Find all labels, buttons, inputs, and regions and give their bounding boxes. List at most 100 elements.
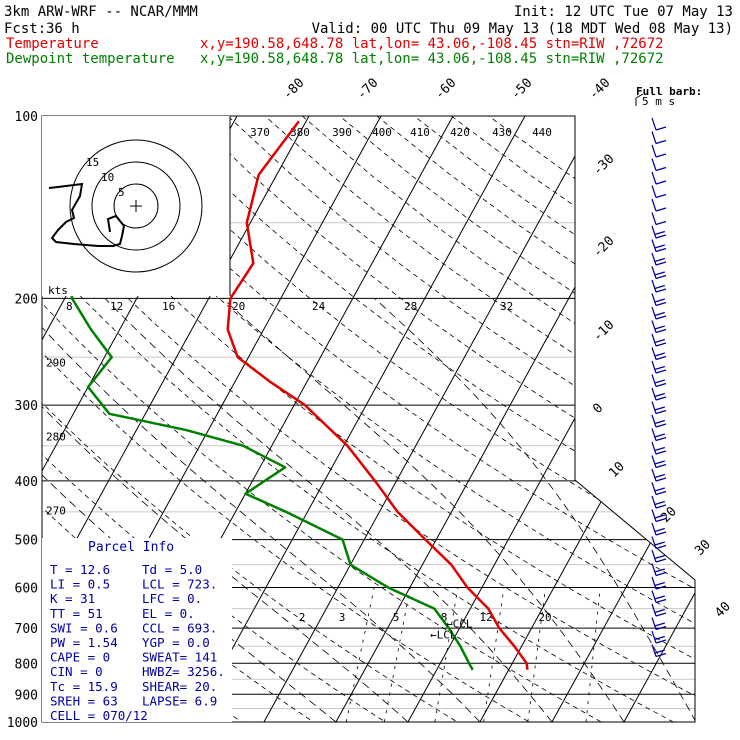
theta-label-440: 440 <box>532 126 552 139</box>
parcel-info-panel: Parcel Info T = 12.6 Td = 5.0 LI = 0.5 LCL … <box>42 538 232 723</box>
wind-barb-19 <box>651 374 667 388</box>
wind-barb-0 <box>651 117 667 131</box>
mixing-ratio-label-12: 12 <box>479 611 492 624</box>
pressure-label-200: 200 <box>15 292 38 307</box>
theta-label-400: 400 <box>372 126 392 139</box>
wind-barb-30 <box>651 522 667 536</box>
dry-adiabat-280 <box>42 116 479 722</box>
theta-label-390: 390 <box>332 126 352 139</box>
wind-barb-26 <box>651 468 667 482</box>
wind-barb-21 <box>651 401 667 415</box>
wind-barb-2 <box>651 144 667 158</box>
mixing-ratio-label-3: 3 <box>339 611 346 624</box>
theta-labels: 370 380 390 400 410 420 430 440 290 280 270 <box>46 126 552 518</box>
mixing-ratio-line-20 <box>585 587 601 722</box>
isotherm-label--70: -70 <box>354 76 381 103</box>
parcel-info-title: Parcel Info <box>88 540 174 555</box>
wind-barb-3 <box>651 158 667 172</box>
mixing-ratio-label-20: 20 <box>538 611 551 624</box>
hodograph-tick-32: 32 <box>500 300 513 313</box>
wind-barb-20 <box>651 387 667 401</box>
parcel-row-8-right: SHEAR= 20. <box>142 679 217 694</box>
wind-barb-29 <box>651 509 667 523</box>
wind-barb-6 <box>651 198 667 212</box>
theta-label-270: 270 <box>46 505 66 518</box>
mixing-ratio-labels: 2 3 5 8 12 20 <box>299 611 552 624</box>
parcel-row-9-right: LAPSE= 6.9 <box>142 693 217 708</box>
pressure-label-300: 300 <box>15 399 38 414</box>
model-title: 3km ARW-WRF -- NCAR/MMM <box>4 4 198 20</box>
hodograph-ring-label-10: 10 <box>101 171 114 184</box>
moist-adiabat-40 <box>374 298 695 722</box>
wind-barb-27 <box>651 482 667 496</box>
theta-label-370: 370 <box>250 126 270 139</box>
parcel-row-3-right: EL = 0. <box>142 606 195 621</box>
theta-label-280: 280 <box>46 431 66 444</box>
parcel-row-7-left: CIN = 0 <box>50 664 103 679</box>
hodograph-ring-label-15: 15 <box>86 156 99 169</box>
moist-adiabat-0 <box>42 298 409 722</box>
temperature-profile <box>226 120 529 670</box>
theta-label-430: 430 <box>492 126 512 139</box>
barb-legend-unit: 5 m s <box>642 95 675 108</box>
dry-adiabat-380 <box>190 116 695 722</box>
isotherm--20 <box>263 116 598 722</box>
wind-barb-39 <box>651 644 667 658</box>
wind-barb-38 <box>651 630 667 644</box>
wind-barb-14 <box>651 306 667 320</box>
isotherm-0 <box>407 116 695 722</box>
wind-barb-22 <box>651 414 667 428</box>
isotherm-10 <box>479 116 695 722</box>
wind-barb-18 <box>651 360 667 374</box>
pressure-label-900: 900 <box>15 688 38 703</box>
pressure-label-600: 600 <box>15 582 38 597</box>
isotherm-label--10: -10 <box>590 318 617 345</box>
wind-barbs: Full barb: 5 m s <box>635 85 702 658</box>
wind-barb-24 <box>651 441 667 455</box>
hodograph-tick-24: 24 <box>312 300 326 313</box>
hodograph-ring-15 <box>69 139 203 273</box>
isotherm-20 <box>551 116 695 722</box>
parcel-row-7-right: HWBZ= 3256. <box>142 664 225 679</box>
wind-barb-11 <box>651 266 667 280</box>
hodograph: 5 10 15 kts 8 12 16 20 24 28 32 <box>42 116 513 313</box>
parcel-row-6-right: SWEAT= 141 <box>142 650 217 665</box>
wind-barb-37 <box>651 617 667 631</box>
pressure-label-500: 500 <box>15 534 38 549</box>
dry-adiabat-410 <box>302 116 695 722</box>
lcl-marker: ←LCL <box>430 629 457 642</box>
legend-temperature: Temperature <box>6 36 99 52</box>
hodograph-ring-label-5: 5 <box>118 186 125 199</box>
legend-dewpoint-info: x,y=190.58,648.78 lat,lon= 43.06,-108.45… <box>200 51 664 67</box>
theta-label-290: 290 <box>46 356 66 369</box>
isotherm-label-0: 0 <box>590 401 606 417</box>
theta-label-380: 380 <box>290 126 310 139</box>
hodograph-ring-5 <box>113 183 159 229</box>
parcel-row-1-right: LCL = 723. <box>142 577 217 592</box>
wind-barb-5 <box>651 185 667 199</box>
wind-barb-9 <box>651 239 667 253</box>
isotherm-label-30: 30 <box>692 537 714 559</box>
hodograph-tick-16: 16 <box>162 300 175 313</box>
mixing-ratio-line-5 <box>434 587 459 722</box>
dry-adiabat-290 <box>42 116 552 722</box>
wind-barb-25 <box>651 455 667 469</box>
mixing-ratio-label-8: 8 <box>441 611 448 624</box>
pressure-label-800: 800 <box>15 657 38 672</box>
isotherm--30 <box>191 116 526 722</box>
parcel-row-9-left: SREH = 63 <box>50 693 118 708</box>
dry-adiabat-460 <box>488 116 695 722</box>
wind-barb-4 <box>651 171 667 185</box>
ccl-marker: ←CCL <box>446 617 473 630</box>
wind-barb-32 <box>651 549 667 563</box>
parcel-row-10-left: CELL = 070/12 <box>50 708 148 723</box>
wind-barb-8 <box>651 225 667 239</box>
theta-label-410: 410 <box>410 126 430 139</box>
hodograph-tick-8: 8 <box>66 300 73 313</box>
pressure-axis: 100 200 300 400 500 600 700 800 900 1000 <box>7 110 38 731</box>
pressure-label-700: 700 <box>15 622 38 637</box>
wind-barb-13 <box>651 293 667 307</box>
isotherm-label--20: -20 <box>590 234 617 261</box>
parcel-row-8-left: Tc = 15.9 <box>50 679 118 694</box>
wind-barb-7 <box>651 212 667 226</box>
